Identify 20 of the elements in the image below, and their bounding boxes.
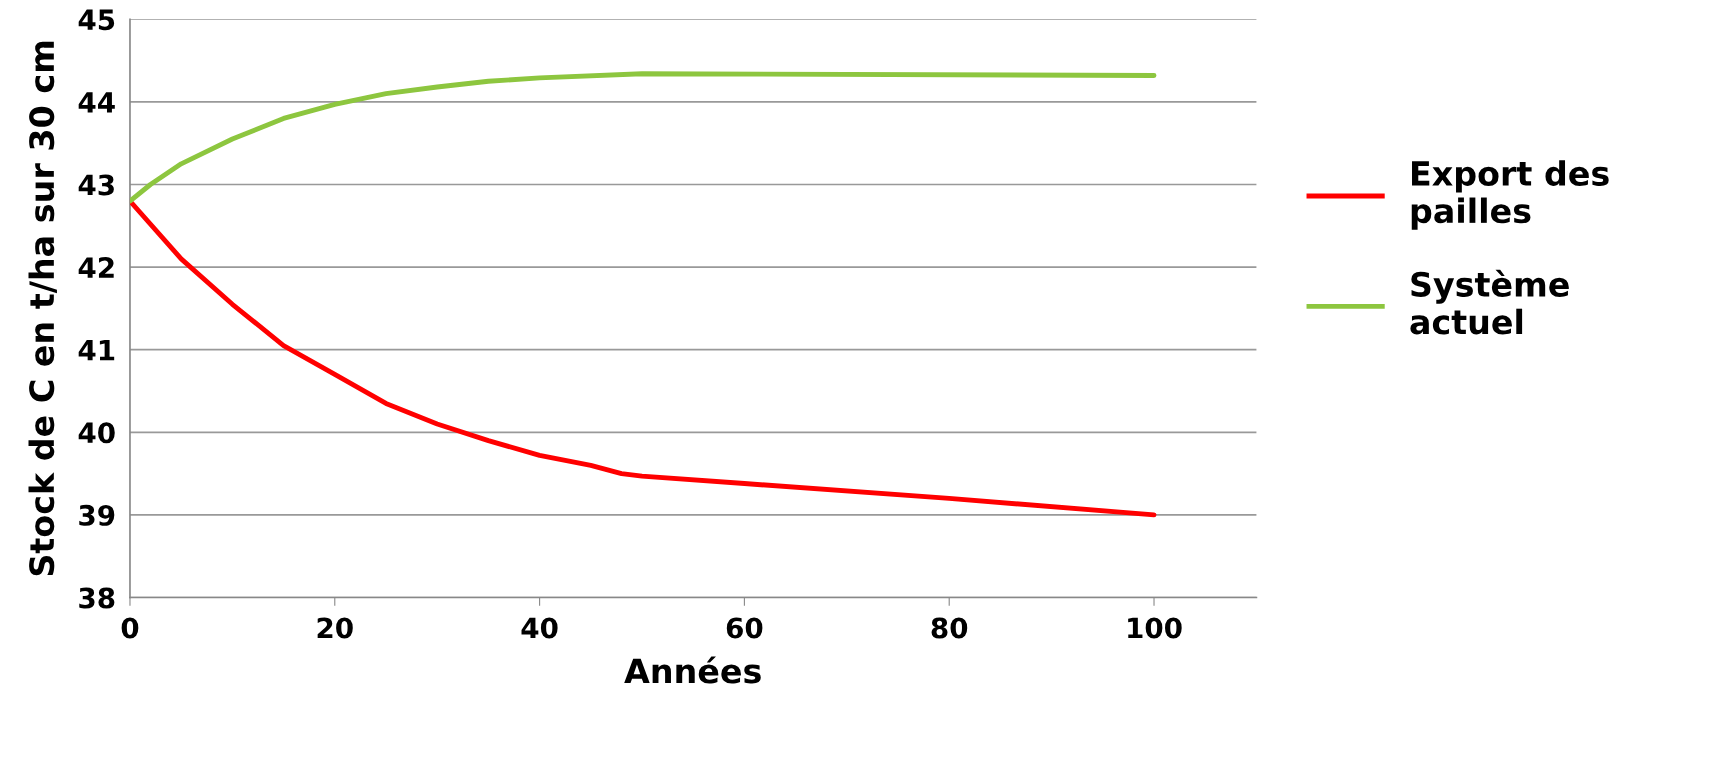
x-axis-title: Années — [624, 656, 761, 684]
line-series — [129, 71, 1157, 204]
x-tick-label: 60 — [726, 617, 763, 639]
x-tick-label: 40 — [521, 617, 558, 639]
y-tick-label: 43 — [78, 174, 114, 196]
legend-label: Système actuel — [1410, 269, 1569, 335]
y-axis-title: Stock de C en t/ha sur 30 cm — [28, 41, 57, 576]
y-tick-label: 40 — [78, 422, 115, 444]
line-series — [129, 198, 1157, 518]
x-tick-label: 100 — [1128, 617, 1182, 639]
y-tick-label: 42 — [78, 257, 114, 278]
legend-label: Export des pailles — [1411, 160, 1609, 230]
x-tick-label: 20 — [317, 617, 353, 639]
x-tick-label: 80 — [931, 617, 968, 639]
x-tick-label: 0 — [121, 617, 139, 639]
y-tick-label: 45 — [78, 9, 115, 31]
y-tick-label: 38 — [79, 587, 115, 609]
y-tick-label: 44 — [78, 92, 115, 113]
y-tick-label: 41 — [78, 340, 115, 361]
y-tick-label: 39 — [79, 504, 115, 526]
